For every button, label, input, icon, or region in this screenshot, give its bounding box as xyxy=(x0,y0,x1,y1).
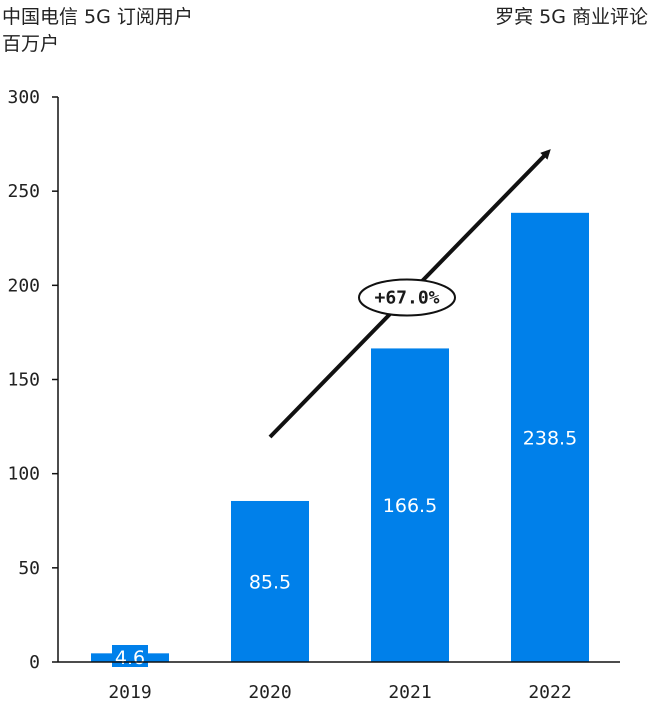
y-tick-label: 50 xyxy=(18,558,40,579)
bar-2021 xyxy=(371,348,449,662)
y-tick-label: 200 xyxy=(7,275,40,296)
y-tick-label: 100 xyxy=(7,464,40,485)
y-tick-label: 250 xyxy=(7,181,40,202)
chart-title: 中国电信 5G 订阅用户 xyxy=(2,6,193,28)
x-tick-label: 2022 xyxy=(528,682,571,703)
growth-label-oval xyxy=(358,278,456,317)
bar-value-label: 166.5 xyxy=(383,495,437,517)
bar-2022 xyxy=(511,212,589,662)
x-tick-label: 2019 xyxy=(108,682,151,703)
growth-label: +67.0% xyxy=(374,288,439,309)
bar-value-label: 238.5 xyxy=(523,427,577,449)
y-tick-label: 0 xyxy=(29,652,40,673)
y-axis: 0 50 100 150 200 250 300 xyxy=(7,87,59,673)
bar-labels-group: 4.6 85.5 166.5 238.5 xyxy=(112,427,577,669)
chart-source: 罗宾 5G 商业评论 xyxy=(495,6,648,28)
bar-2020 xyxy=(231,500,309,662)
y-tick-label: 300 xyxy=(7,87,40,108)
y-tick-label: 150 xyxy=(7,370,40,391)
x-axis: 2019 2020 2021 2022 xyxy=(58,661,620,703)
x-tick-label: 2021 xyxy=(388,682,431,703)
growth-annotation: +67.0% xyxy=(268,149,551,439)
chart-unit: 百万户 xyxy=(2,33,60,55)
bars-group xyxy=(91,212,589,662)
chart-title-block: 中国电信 5G 订阅用户 百万户 xyxy=(2,4,193,58)
x-tick-label: 2020 xyxy=(248,682,291,703)
bar-value-label: 85.5 xyxy=(249,571,291,593)
bar-value-label: 4.6 xyxy=(115,647,145,669)
